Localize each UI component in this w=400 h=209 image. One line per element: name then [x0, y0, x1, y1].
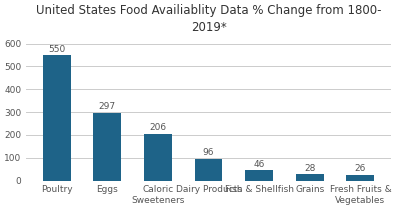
Bar — [346, 175, 374, 181]
Bar — [43, 55, 70, 181]
Bar — [144, 134, 172, 181]
Bar — [195, 159, 222, 181]
Title: United States Food Availiablity Data % Change from 1800-
2019*: United States Food Availiablity Data % C… — [36, 4, 381, 34]
Bar — [93, 113, 121, 181]
Bar — [245, 170, 273, 181]
Text: 550: 550 — [48, 45, 65, 54]
Text: 297: 297 — [99, 102, 116, 111]
Bar — [296, 174, 324, 181]
Text: 26: 26 — [355, 164, 366, 173]
Text: 206: 206 — [149, 123, 166, 132]
Text: 28: 28 — [304, 164, 316, 173]
Text: 96: 96 — [203, 148, 214, 157]
Text: 46: 46 — [254, 160, 265, 169]
